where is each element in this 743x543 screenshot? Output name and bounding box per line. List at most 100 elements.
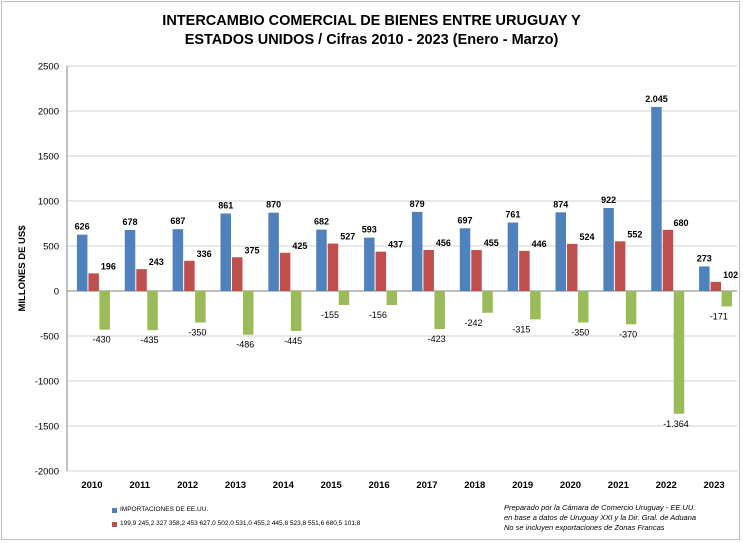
x-tick-label: 2016 xyxy=(369,480,390,491)
data-label-balance: -1.364 xyxy=(663,419,689,429)
bar-balance xyxy=(243,291,254,335)
data-label-imports: 626 xyxy=(75,222,90,232)
y-tick-label: -2000 xyxy=(35,467,59,478)
bar-balance xyxy=(147,291,158,331)
bar-imports xyxy=(603,208,614,291)
bar-imports xyxy=(316,229,327,291)
legend-swatch-exports xyxy=(112,521,117,527)
data-label-imports: 2.045 xyxy=(645,94,668,104)
data-label-imports: 870 xyxy=(266,200,281,210)
bar-exports xyxy=(184,260,195,291)
x-tick-label: 2017 xyxy=(416,480,437,491)
bar-exports xyxy=(375,251,387,291)
data-label-balance: -315 xyxy=(512,324,530,334)
bar-exports xyxy=(710,281,722,291)
x-tick-label: 2010 xyxy=(81,480,102,491)
bar-imports xyxy=(507,222,519,291)
x-tick-label: 2018 xyxy=(464,480,485,491)
y-tick-label: 0 xyxy=(54,287,59,298)
x-tick-label: 2023 xyxy=(704,480,725,491)
data-label-balance: -445 xyxy=(284,336,302,346)
bar-balance xyxy=(578,291,589,323)
data-label-exports: 336 xyxy=(197,249,212,259)
bar-imports xyxy=(459,228,471,291)
bar-imports xyxy=(699,266,710,291)
x-tick-label: 2021 xyxy=(608,480,630,491)
data-label-imports: 697 xyxy=(458,215,473,225)
x-tick-label: 2011 xyxy=(129,480,150,491)
bar-balance xyxy=(338,291,350,305)
chart-title: INTERCAMBIO COMERCIAL DE BIENES ENTRE UR… xyxy=(0,12,743,50)
bar-exports xyxy=(471,250,482,291)
bar-imports xyxy=(220,213,231,291)
bar-balance xyxy=(530,291,541,320)
bar-balance xyxy=(386,291,398,306)
bar-imports xyxy=(651,106,662,291)
legend-item-imports: IMPORTACIONES DE EE.UU. xyxy=(112,503,360,517)
x-tick-label: 2020 xyxy=(560,480,581,491)
data-label-balance: -435 xyxy=(141,335,159,345)
data-label-imports: 593 xyxy=(362,225,377,235)
x-tick-label: 2014 xyxy=(273,480,295,491)
bar-exports xyxy=(327,243,339,291)
bar-imports xyxy=(124,229,136,291)
bar-exports xyxy=(279,252,291,291)
data-label-exports: 456 xyxy=(436,238,451,248)
y-tick-label: 2500 xyxy=(38,62,59,73)
data-label-exports: 455 xyxy=(484,238,499,248)
x-tick-label: 2015 xyxy=(321,480,343,491)
bar-balance xyxy=(625,291,637,325)
data-label-exports: 425 xyxy=(292,241,307,251)
source-note-line2: en base a datos de Uruguay XXI y la Dir.… xyxy=(504,513,697,522)
bar-exports xyxy=(136,269,147,291)
bar-balance xyxy=(721,291,733,307)
data-label-exports: 437 xyxy=(388,240,403,250)
y-tick-label: 2000 xyxy=(38,107,59,118)
bar-balance xyxy=(99,291,110,330)
data-label-exports: 102 xyxy=(723,270,738,280)
y-tick-label: -500 xyxy=(40,332,59,343)
data-label-imports: 922 xyxy=(601,195,616,205)
data-label-balance: -370 xyxy=(619,329,637,339)
data-label-imports: 879 xyxy=(410,199,425,209)
data-label-exports: 446 xyxy=(532,239,547,249)
x-tick-label: 2013 xyxy=(225,480,246,491)
bar-imports xyxy=(411,211,423,291)
bar-exports xyxy=(88,273,99,291)
legend: IMPORTACIONES DE EE.UU. 199,9 245,2 327 … xyxy=(112,503,360,531)
data-label-exports: 680 xyxy=(673,218,688,228)
bar-balance xyxy=(290,291,302,332)
data-label-imports: 682 xyxy=(314,217,329,227)
data-label-exports: 524 xyxy=(580,232,595,242)
bar-balance xyxy=(195,291,206,323)
data-label-balance: -486 xyxy=(236,340,254,350)
source-note: Preparado por la Cámara de Comercio Urug… xyxy=(504,503,696,533)
chart-title-line1: INTERCAMBIO COMERCIAL DE BIENES ENTRE UR… xyxy=(162,13,581,29)
bar-exports xyxy=(614,241,626,291)
bar-exports xyxy=(662,229,674,291)
x-tick-label: 2022 xyxy=(656,480,677,491)
bar-exports xyxy=(567,243,578,291)
data-label-balance: -155 xyxy=(321,310,339,320)
x-tick-label: 2012 xyxy=(177,480,198,491)
data-label-exports: 552 xyxy=(627,229,642,239)
y-axis-title: MILLONES DE US$ xyxy=(17,225,28,312)
data-label-balance: -350 xyxy=(571,328,589,338)
bar-exports xyxy=(519,250,530,291)
bar-imports xyxy=(364,237,375,291)
x-tick-label: 2019 xyxy=(512,480,533,491)
y-tick-label: -1500 xyxy=(35,422,59,433)
data-label-imports: 678 xyxy=(123,217,138,227)
legend-label-exports: 199,9 245,2 327 358,2 453 627,0 502,0 53… xyxy=(120,520,361,527)
data-label-balance: -423 xyxy=(428,334,446,344)
bar-balance xyxy=(482,291,493,313)
bar-imports xyxy=(555,212,566,291)
legend-swatch-imports xyxy=(112,507,117,513)
data-label-imports: 687 xyxy=(170,216,185,226)
bar-imports xyxy=(172,229,184,291)
legend-item-exports: 199,9 245,2 327 358,2 453 627,0 502,0 53… xyxy=(112,517,360,531)
data-label-balance: -242 xyxy=(465,318,483,328)
y-tick-label: 500 xyxy=(43,242,59,253)
